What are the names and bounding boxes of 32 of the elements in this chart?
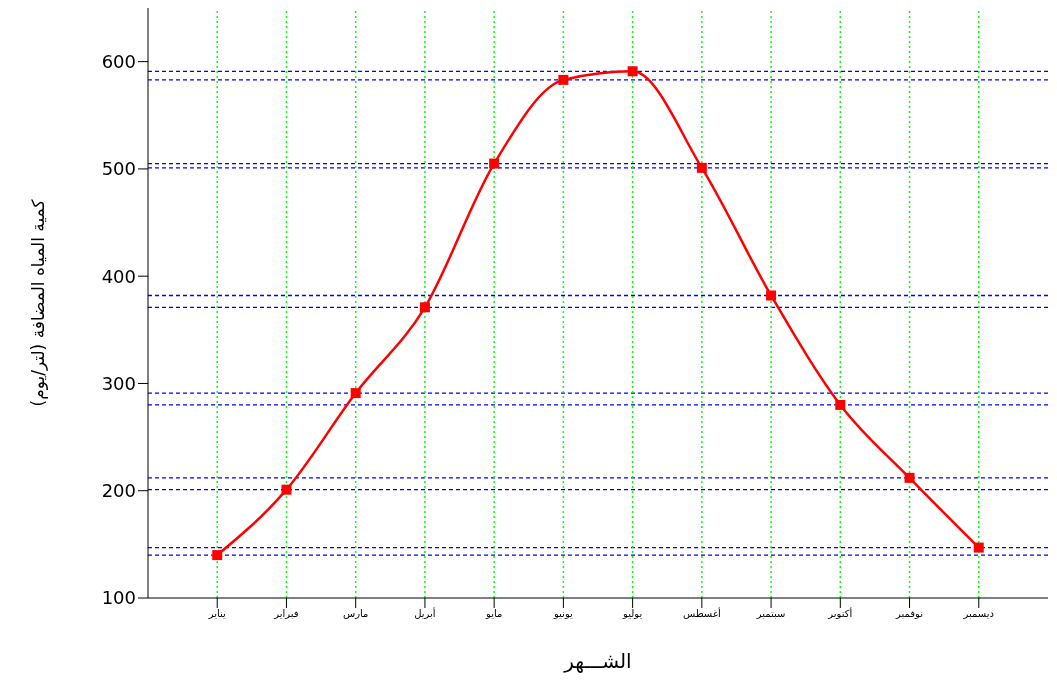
x-tick-label: نوفمبر [895, 608, 924, 620]
x-tick-label: أبريل [414, 607, 436, 620]
x-tick-label: يوليو [622, 608, 643, 620]
y-tick-label: 100 [101, 587, 136, 609]
point [419, 302, 430, 313]
x-axis-title: الشـــهر [563, 649, 632, 673]
y-tick-label: 200 [101, 480, 136, 502]
x-tick-label: مايو [484, 608, 503, 620]
point [696, 162, 707, 173]
point [212, 550, 223, 561]
y-tick-label: 300 [101, 372, 136, 394]
x-tick-label: أكتوبر [827, 607, 853, 620]
x-tick-label: أغسطس [682, 607, 721, 620]
point [558, 74, 569, 85]
point [281, 484, 292, 495]
y-tick-label: 600 [101, 51, 136, 73]
y-tick-label: 400 [101, 265, 136, 287]
x-tick-label: مارس [342, 608, 369, 620]
point [350, 388, 361, 399]
point [973, 542, 984, 553]
point [489, 158, 500, 169]
x-tick-label: يناير [207, 608, 227, 620]
x-tick-label: ديسمبر [962, 608, 995, 620]
point [766, 290, 777, 301]
y-tick-label: 500 [101, 158, 136, 180]
point [627, 66, 638, 77]
x-tick-label: سبتمبر [755, 608, 786, 620]
point [835, 399, 846, 410]
x-tick-label: فبراير [273, 608, 299, 620]
point [904, 472, 915, 483]
y-axis-title: كمية المياه المضافة (لتر/يوم) [28, 198, 49, 407]
x-tick-label: يونيو [552, 608, 574, 620]
